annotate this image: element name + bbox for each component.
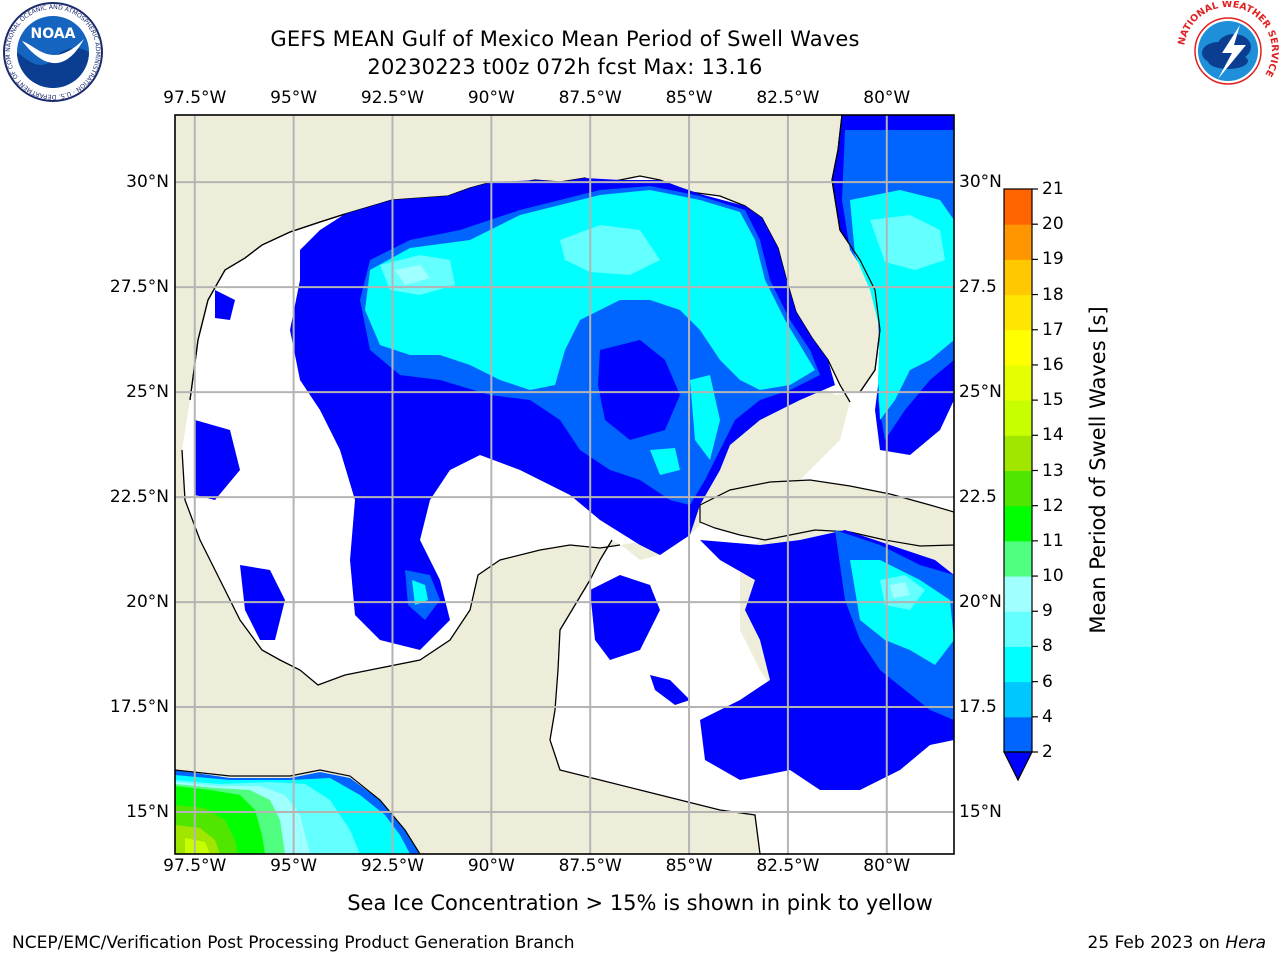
colorbar-tick-label: 9 (1042, 601, 1053, 622)
top-lon-label: 90°W (467, 88, 515, 108)
left-lat-label: 20°N (126, 592, 169, 613)
bottom-lon-label: 95°W (270, 856, 318, 876)
top-lon-label: 87.5°W (558, 88, 622, 108)
colorbar-segment (1004, 646, 1032, 683)
date-text: 25 Feb 2023 on (1087, 933, 1226, 953)
left-lat-label: 30°N (126, 172, 169, 193)
colorbar-segment (1004, 400, 1032, 436)
colorbar-tick-label: 19 (1042, 249, 1064, 270)
colorbar-segment (1004, 470, 1032, 507)
right-lat-label: 27.5 (959, 277, 997, 298)
colorbar-segment (1004, 364, 1032, 401)
colorbar-tick-label: 4 (1042, 706, 1053, 727)
colorbar-tick-label: 11 (1042, 530, 1064, 551)
colorbar-segment (1004, 716, 1032, 753)
left-lat-label: 17.5°N (109, 697, 169, 718)
bottom-lon-label: 90°W (467, 856, 515, 876)
top-lon-label: 80°W (863, 88, 911, 108)
top-lon-label: 95°W (270, 88, 318, 108)
credit-text: NCEP/EMC/Verification Post Processing Pr… (12, 933, 575, 953)
right-lat-label: 20°N (959, 592, 1002, 613)
machine-name: Hera (1225, 933, 1266, 953)
colorbar-segment (1004, 576, 1032, 612)
left-lat-label: 27.5°N (109, 277, 169, 298)
bottom-lon-label: 80°W (863, 856, 911, 876)
chart-title: GEFS MEAN Gulf of Mexico Mean Period of … (270, 27, 860, 51)
colorbar-tick-label: 17 (1042, 319, 1064, 340)
colorbar-segment (1004, 189, 1032, 225)
colorbar-tick-label: 18 (1042, 284, 1064, 305)
noaa-logo-icon: NATIONAL OCEANIC AND ATMOSPHERIC ADMINIS… (2, 1, 103, 102)
nws-logo-icon: NATIONAL WEATHER SERVICE (1176, 1, 1280, 100)
colorbar-tick-label: 20 (1042, 214, 1064, 235)
colorbar-segment (1004, 435, 1032, 471)
colorbar-tick-label: 8 (1042, 636, 1053, 657)
right-lat-label: 22.5 (959, 487, 997, 508)
colorbar-segment (1004, 329, 1032, 366)
colorbar (1003, 188, 1038, 782)
left-lat-label: 22.5°N (109, 487, 169, 508)
left-lat-label: 25°N (126, 382, 169, 403)
coastline-overlay (175, 115, 881, 854)
top-lon-label: 85°W (665, 88, 713, 108)
colorbar-segment (1004, 540, 1032, 577)
colorbar-tick-label: 12 (1042, 495, 1064, 516)
bottom-lon-label: 82.5°W (756, 856, 820, 876)
top-lon-label: 92.5°W (360, 88, 425, 108)
swell-period-field (175, 115, 954, 854)
bottom-lon-label: 85°W (665, 856, 713, 876)
left-lat-label: 15°N (126, 802, 169, 822)
colorbar-tick-label: 6 (1042, 671, 1053, 692)
right-lat-label: 25°N (959, 382, 1002, 403)
map-gridlines (175, 115, 954, 854)
top-lon-label: 97.5°W (163, 88, 227, 108)
colorbar-segment (1004, 294, 1032, 331)
colorbar-segment (1004, 224, 1032, 260)
colorbar-extend-min (1003, 751, 1033, 782)
colorbar-tick-label: 13 (1042, 460, 1064, 481)
colorbar-segment (1004, 505, 1032, 542)
right-lat-label: 15°N (959, 802, 1002, 822)
colorbar-tick-label: 21 (1042, 179, 1064, 199)
bottom-lon-label: 87.5°W (558, 856, 622, 876)
sea-ice-footnote: Sea Ice Concentration > 15% is shown in … (347, 891, 933, 915)
colorbar-tick-label: 15 (1042, 390, 1064, 411)
colorbar-tick-label: 16 (1042, 354, 1064, 375)
colorbar-segment (1004, 259, 1032, 296)
colorbar-tick-label: 14 (1042, 425, 1064, 446)
right-lat-label: 30°N (959, 172, 1002, 193)
colorbar-segment (1004, 681, 1032, 718)
colorbar-tick-label: 10 (1042, 566, 1064, 587)
bottom-lon-label: 97.5°W (163, 856, 227, 876)
date-stamp: 25 Feb 2023 on Hera (1088, 933, 1266, 953)
chart-subtitle: 20230223 t00z 072h fcst Max: 13.16 (367, 55, 763, 79)
map-frame (174, 114, 955, 855)
bottom-lon-label: 92.5°W (360, 856, 425, 876)
colorbar-label: Mean Period of Swell Waves [s] (1086, 306, 1110, 634)
colorbar-segment (1004, 611, 1032, 647)
right-lat-label: 17.5 (959, 697, 997, 718)
top-lon-label: 82.5°W (756, 88, 820, 108)
noaa-logo-text: NOAA (31, 26, 76, 42)
colorbar-tick-label: 2 (1042, 742, 1053, 762)
